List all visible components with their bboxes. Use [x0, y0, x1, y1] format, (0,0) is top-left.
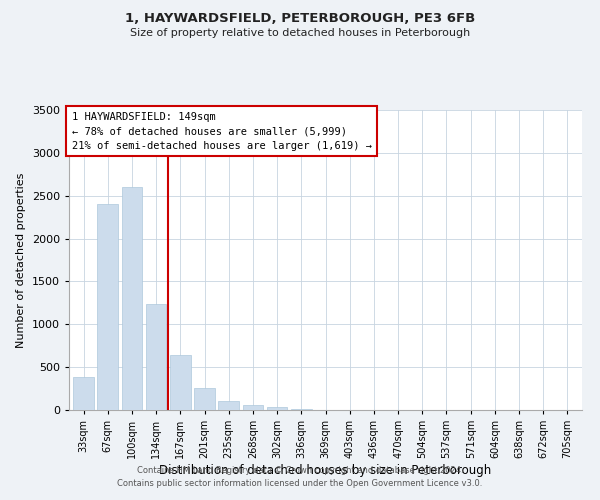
Text: Size of property relative to detached houses in Peterborough: Size of property relative to detached ho… [130, 28, 470, 38]
Bar [97, 204, 118, 410]
Bar [218, 400, 239, 410]
Bar [146, 304, 166, 410]
Text: 1, HAYWARDSFIELD, PETERBOROUGH, PE3 6FB: 1, HAYWARDSFIELD, PETERBOROUGH, PE3 6FB [125, 12, 475, 26]
Text: Contains HM Land Registry data © Crown copyright and database right 2024.
Contai: Contains HM Land Registry data © Crown c… [118, 466, 482, 487]
Bar [267, 408, 287, 410]
X-axis label: Distribution of detached houses by size in Peterborough: Distribution of detached houses by size … [160, 464, 491, 477]
Bar [122, 187, 142, 410]
Bar [170, 355, 191, 410]
Bar [73, 376, 94, 410]
Bar [242, 406, 263, 410]
Bar [291, 409, 311, 410]
Bar [194, 388, 215, 410]
Y-axis label: Number of detached properties: Number of detached properties [16, 172, 26, 348]
Text: 1 HAYWARDSFIELD: 149sqm
← 78% of detached houses are smaller (5,999)
21% of semi: 1 HAYWARDSFIELD: 149sqm ← 78% of detache… [71, 112, 371, 151]
